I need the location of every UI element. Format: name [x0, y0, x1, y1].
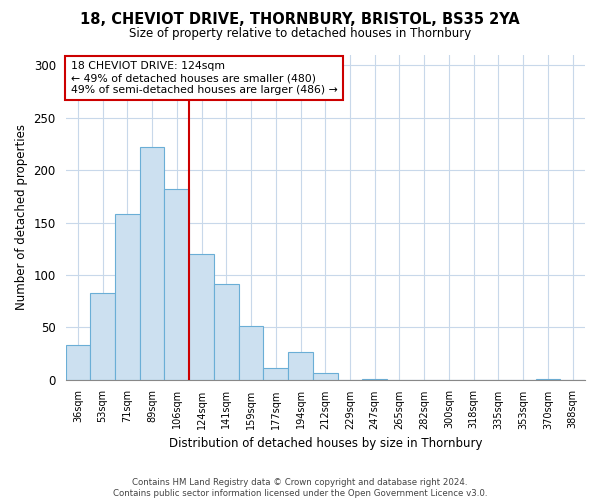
X-axis label: Distribution of detached houses by size in Thornbury: Distribution of detached houses by size … — [169, 437, 482, 450]
Text: Contains HM Land Registry data © Crown copyright and database right 2024.
Contai: Contains HM Land Registry data © Crown c… — [113, 478, 487, 498]
Bar — [115, 214, 140, 380]
Text: 18 CHEVIOT DRIVE: 124sqm
← 49% of detached houses are smaller (480)
49% of semi-: 18 CHEVIOT DRIVE: 124sqm ← 49% of detach… — [71, 62, 337, 94]
Bar — [164, 189, 189, 380]
Bar — [313, 374, 338, 380]
Bar — [189, 254, 214, 380]
Y-axis label: Number of detached properties: Number of detached properties — [15, 124, 28, 310]
Bar — [536, 378, 560, 380]
Bar — [263, 368, 288, 380]
Bar — [362, 378, 387, 380]
Bar — [214, 284, 239, 380]
Text: Size of property relative to detached houses in Thornbury: Size of property relative to detached ho… — [129, 28, 471, 40]
Bar — [65, 345, 90, 380]
Bar — [140, 147, 164, 380]
Bar — [239, 326, 263, 380]
Bar — [90, 292, 115, 380]
Bar — [288, 352, 313, 380]
Text: 18, CHEVIOT DRIVE, THORNBURY, BRISTOL, BS35 2YA: 18, CHEVIOT DRIVE, THORNBURY, BRISTOL, B… — [80, 12, 520, 28]
